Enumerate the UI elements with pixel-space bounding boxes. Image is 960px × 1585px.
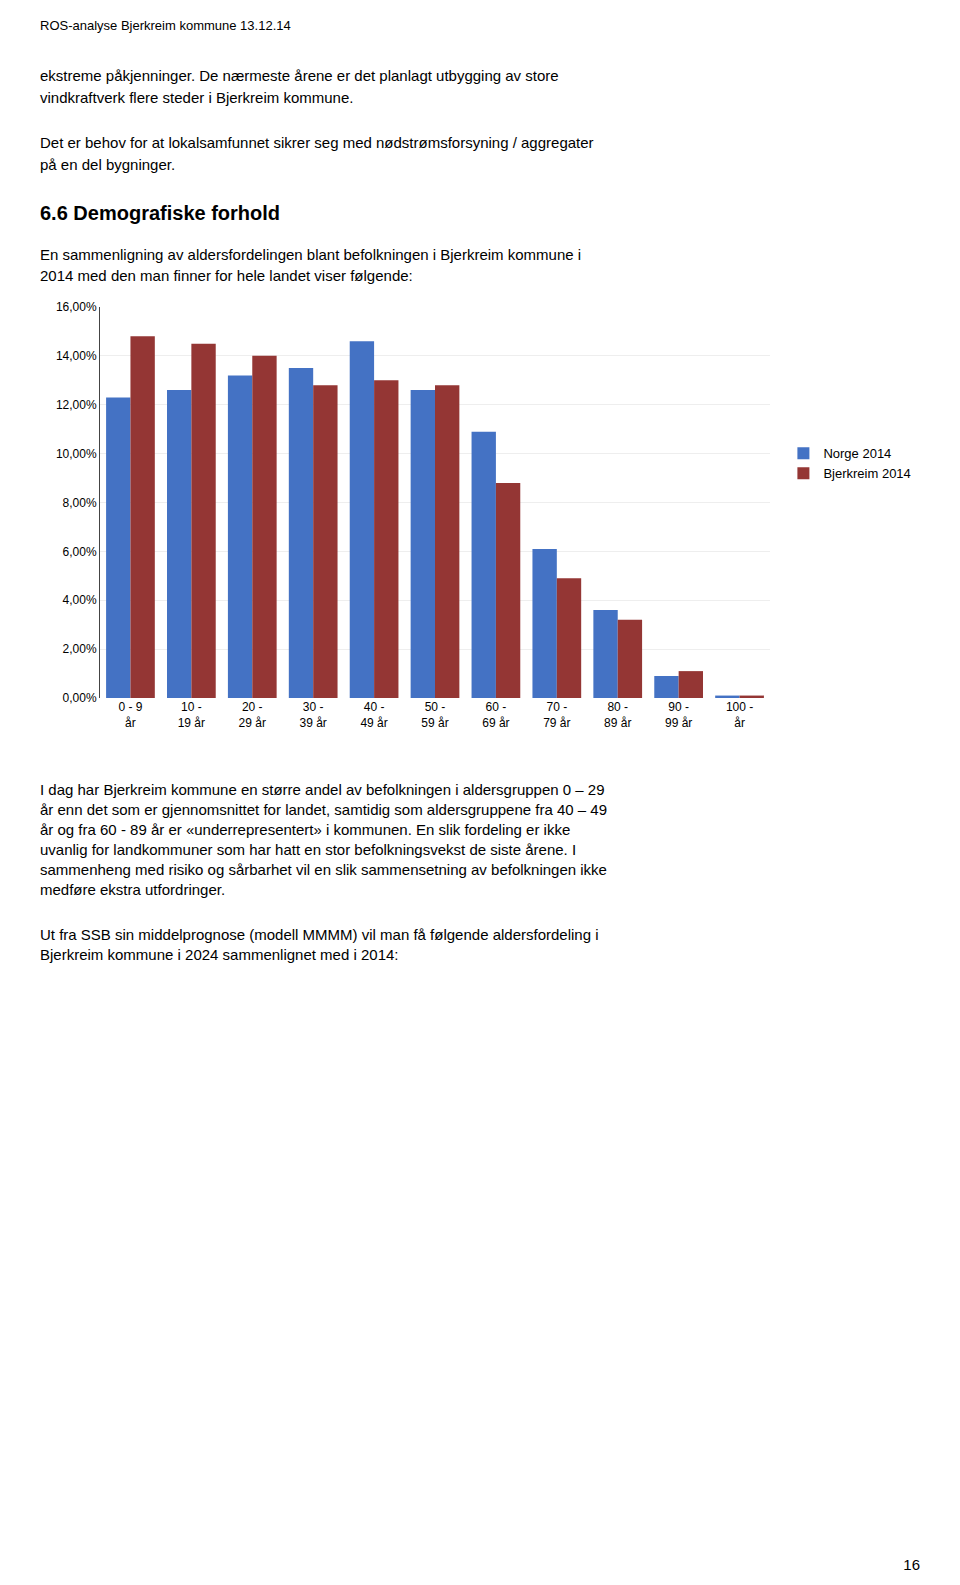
svg-text:Norge 2014: Norge 2014 bbox=[823, 446, 891, 461]
html-text:Det er behov for at lokalsamfu: Det er behov for at lokalsamfunnet sikre… bbox=[40, 134, 594, 151]
svg-text:12,00%: 12,00% bbox=[56, 398, 97, 412]
svg-text:40 -49 år: 40 -49 år bbox=[360, 700, 387, 730]
html-text:16: 16 bbox=[903, 1556, 920, 1573]
svg-text:80 -89 år: 80 -89 år bbox=[604, 700, 631, 730]
html-text:medføre ekstra utfordringer.: medføre ekstra utfordringer. bbox=[40, 881, 226, 898]
svg-text:4,00%: 4,00% bbox=[63, 593, 97, 607]
svg-text:14,00%: 14,00% bbox=[56, 349, 97, 363]
html-text:år enn det som er gjennomsnitt: år enn det som er gjennomsnittet for lan… bbox=[40, 801, 607, 818]
html-text:ekstreme påkjenninger. De nærm: ekstreme påkjenninger. De nærmeste årene… bbox=[40, 67, 559, 84]
svg-text:70 -79 år: 70 -79 år bbox=[543, 700, 570, 730]
svg-text:100 -år: 100 -år bbox=[726, 700, 753, 730]
svg-text:10,00%: 10,00% bbox=[56, 447, 97, 461]
html-text:En sammenligning av aldersford: En sammenligning av aldersfordelingen bl… bbox=[40, 246, 582, 263]
svg-text:0,00%: 0,00% bbox=[63, 691, 97, 705]
html-text:6.6 Demografiske forhold: 6.6 Demografiske forhold bbox=[40, 202, 281, 224]
html-text:ROS-analyse Bjerkreim kommune: ROS-analyse Bjerkreim kommune 13.12.14 bbox=[40, 18, 291, 33]
svg-text:90 -99 år: 90 -99 år bbox=[665, 700, 692, 730]
html-text:2014 med den man finner for he: 2014 med den man finner for hele landet … bbox=[40, 267, 413, 284]
svg-text:8,00%: 8,00% bbox=[63, 496, 97, 510]
html-text:sammenheng med risiko og sårba: sammenheng med risiko og sårbarhet vil e… bbox=[40, 861, 607, 878]
svg-text:2,00%: 2,00% bbox=[63, 642, 97, 656]
svg-text:50 -59 år: 50 -59 år bbox=[421, 700, 448, 730]
html-text:år og fra 60 - 89 år er «under: år og fra 60 - 89 år er «underrepresente… bbox=[40, 821, 571, 838]
svg-text:16,00%: 16,00% bbox=[56, 300, 97, 314]
svg-text:6,00%: 6,00% bbox=[63, 545, 97, 559]
html-text:på en del bygninger.: på en del bygninger. bbox=[40, 156, 176, 173]
html-text:uvanlig for landkommuner som h: uvanlig for landkommuner som har hatt en… bbox=[40, 841, 577, 858]
html-text:Bjerkreim kommune i 2024 samme: Bjerkreim kommune i 2024 sammenlignet me… bbox=[40, 946, 399, 963]
svg-text:Bjerkreim 2014: Bjerkreim 2014 bbox=[823, 466, 910, 481]
svg-text:20 -29 år: 20 -29 år bbox=[239, 700, 266, 730]
html-text:I dag har Bjerkreim kommune en: I dag har Bjerkreim kommune en større an… bbox=[40, 781, 605, 798]
svg-text:60 -69 år: 60 -69 år bbox=[482, 700, 509, 730]
svg-text:0 - 9år: 0 - 9år bbox=[118, 700, 142, 730]
svg-text:10 -19 år: 10 -19 år bbox=[178, 700, 205, 730]
html-text:vindkraftverk flere steder i B: vindkraftverk flere steder i Bjerkreim k… bbox=[40, 89, 354, 106]
svg-text:30 -39 år: 30 -39 år bbox=[300, 700, 327, 730]
html-text:Ut fra SSB sin middelprognose: Ut fra SSB sin middelprognose (modell MM… bbox=[40, 926, 599, 943]
